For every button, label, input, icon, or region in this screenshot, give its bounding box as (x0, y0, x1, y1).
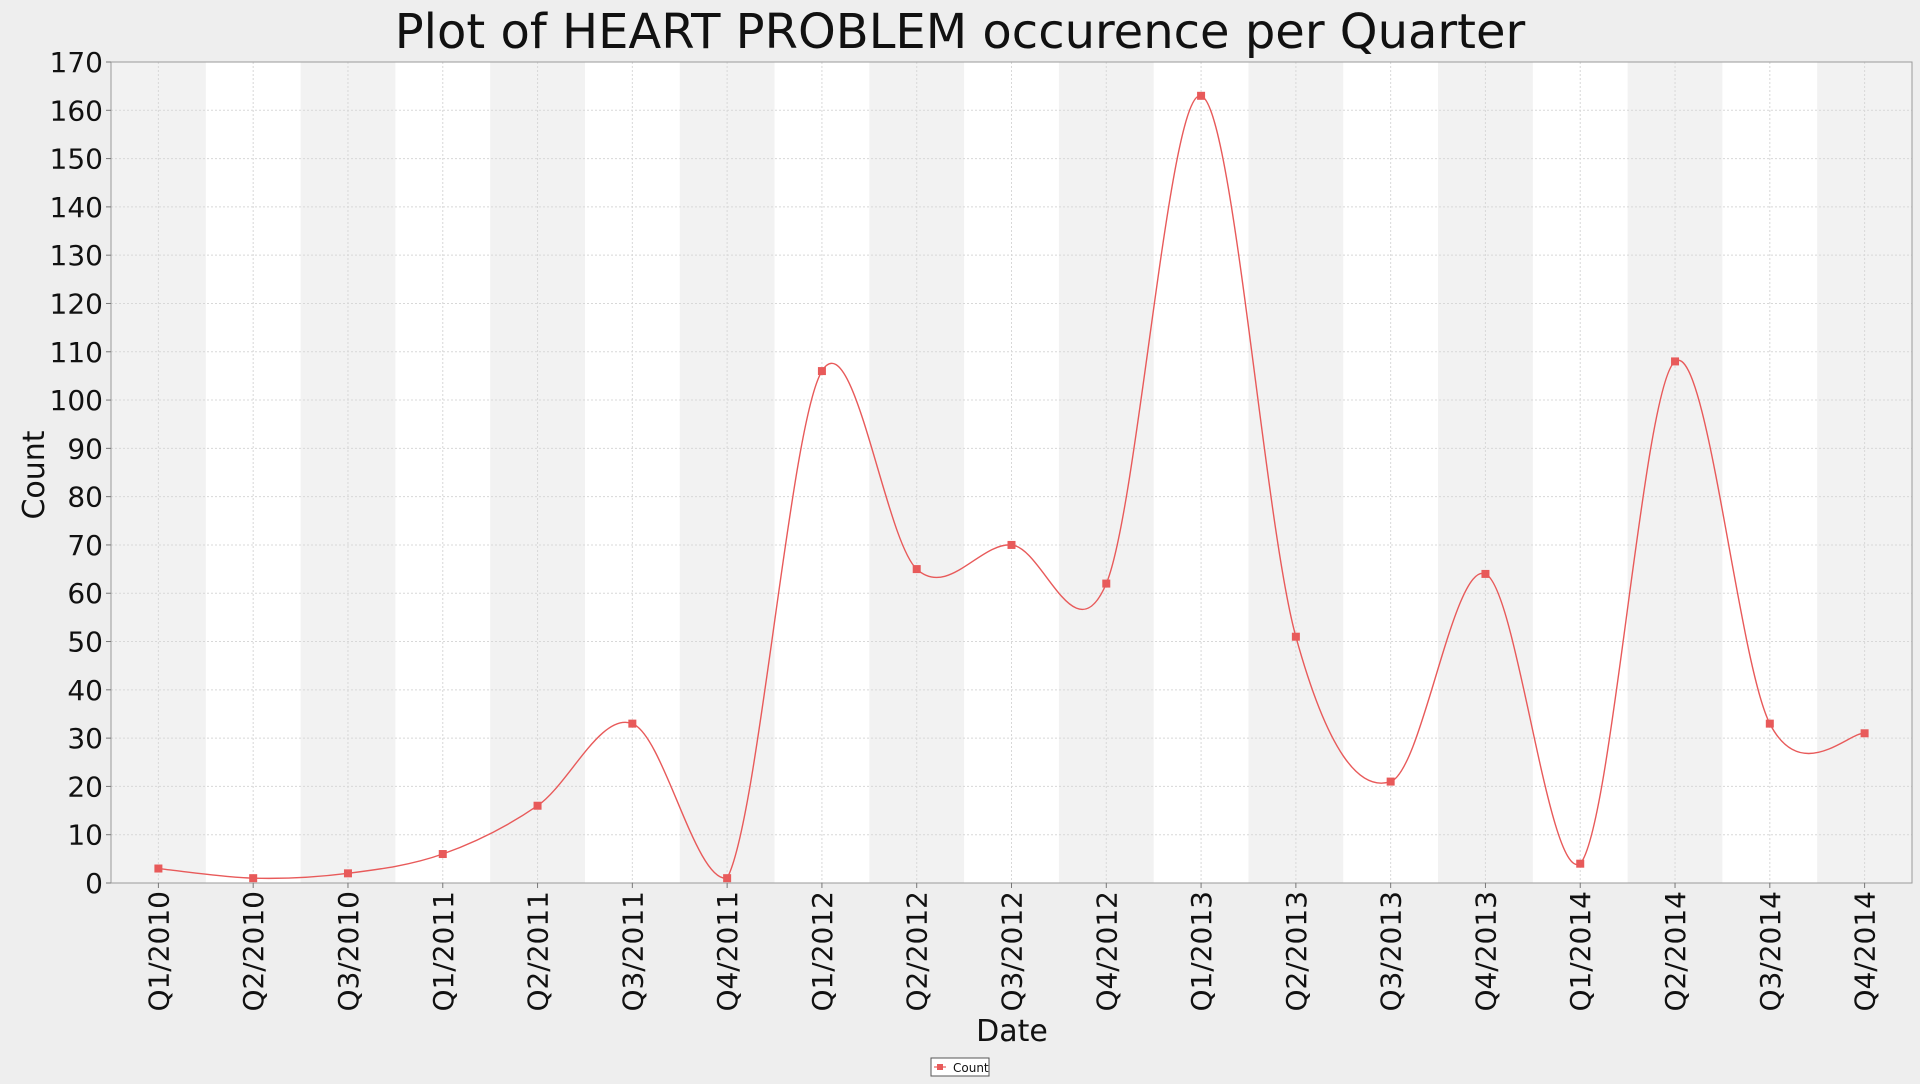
data-point (1860, 729, 1869, 738)
y-tick-label: 60 (67, 577, 103, 610)
data-point (1671, 357, 1680, 366)
data-point (343, 869, 352, 878)
y-tick-label: 140 (50, 191, 103, 224)
x-tick-label: Q1/2010 (142, 891, 175, 1012)
data-point (1481, 569, 1490, 578)
x-tick-label: Q4/2013 (1469, 891, 1502, 1012)
y-tick-label: 90 (67, 432, 103, 465)
x-tick-label: Q1/2012 (806, 891, 839, 1012)
y-tick-label: 0 (85, 867, 103, 900)
data-point (438, 850, 447, 859)
x-tick-label: Q4/2012 (1090, 891, 1123, 1012)
y-tick-label: 160 (50, 94, 103, 127)
y-tick-label: 40 (67, 674, 103, 707)
data-point (817, 367, 826, 376)
y-tick-label: 170 (50, 46, 103, 79)
series-line-count (158, 95, 1865, 880)
x-tick-label: Q1/2013 (1185, 891, 1218, 1012)
y-axis: 0 10 20 30 40 50 60 70 80 90 100 110 120 130 140 150 160… (50, 46, 111, 900)
y-axis-label: Count (17, 430, 52, 519)
data-point (912, 565, 921, 574)
data-point (1291, 632, 1300, 641)
y-tick-label: 50 (67, 626, 103, 659)
data-point (628, 719, 637, 728)
y-tick-label: 20 (67, 770, 103, 803)
x-tick-label: Q3/2011 (616, 891, 649, 1012)
data-point (1007, 540, 1016, 549)
x-tick-label: Q2/2011 (522, 891, 555, 1012)
data-point (1765, 719, 1774, 728)
x-tick-label: Q2/2014 (1659, 891, 1692, 1012)
x-tick-label: Q3/2013 (1375, 891, 1408, 1012)
x-tick-label: Q4/2011 (711, 891, 744, 1012)
x-tick-label: Q1/2011 (427, 891, 460, 1012)
chart-title: Plot of HEART PROBLEM occurence per Quar… (395, 4, 1526, 60)
y-tick-label: 110 (50, 336, 103, 369)
data-point (1197, 91, 1206, 100)
data-point (1576, 859, 1585, 868)
y-tick-label: 120 (50, 287, 103, 320)
x-axis-label: Date (976, 1014, 1048, 1049)
y-tick-label: 70 (67, 529, 103, 562)
y-tick-label: 100 (50, 384, 103, 417)
y-tick-label: 10 (67, 819, 103, 852)
x-tick-label: Q2/2010 (237, 891, 270, 1012)
legend-label-count: Count (953, 1061, 989, 1075)
y-tick-label: 80 (67, 481, 103, 514)
x-tick-label: Q2/2012 (901, 891, 934, 1012)
y-tick-label: 130 (50, 239, 103, 272)
x-tick-label: Q3/2010 (332, 891, 365, 1012)
data-point (1386, 777, 1395, 786)
data-point (1102, 579, 1111, 588)
y-tick-label: 150 (50, 143, 103, 176)
x-tick-label: Q2/2013 (1280, 891, 1313, 1012)
data-point (723, 874, 732, 883)
x-tick-label: Q3/2014 (1754, 891, 1787, 1012)
data-point (249, 874, 258, 883)
data-point (154, 864, 163, 873)
legend: Count (930, 1057, 990, 1077)
x-axis: Q1/2010 Q2/2010 Q3/2010 Q1/2011 Q2/2011 Q3/20… (142, 883, 1882, 1012)
x-tick-label: Q1/2014 (1564, 891, 1597, 1012)
legend-swatch-marker (937, 1064, 943, 1070)
x-tick-label: Q3/2012 (996, 891, 1029, 1012)
data-points (154, 91, 1869, 883)
x-tick-label: Q4/2014 (1849, 891, 1882, 1012)
y-tick-label: 30 (67, 722, 103, 755)
data-point (533, 801, 542, 810)
legend-box (930, 1057, 990, 1077)
